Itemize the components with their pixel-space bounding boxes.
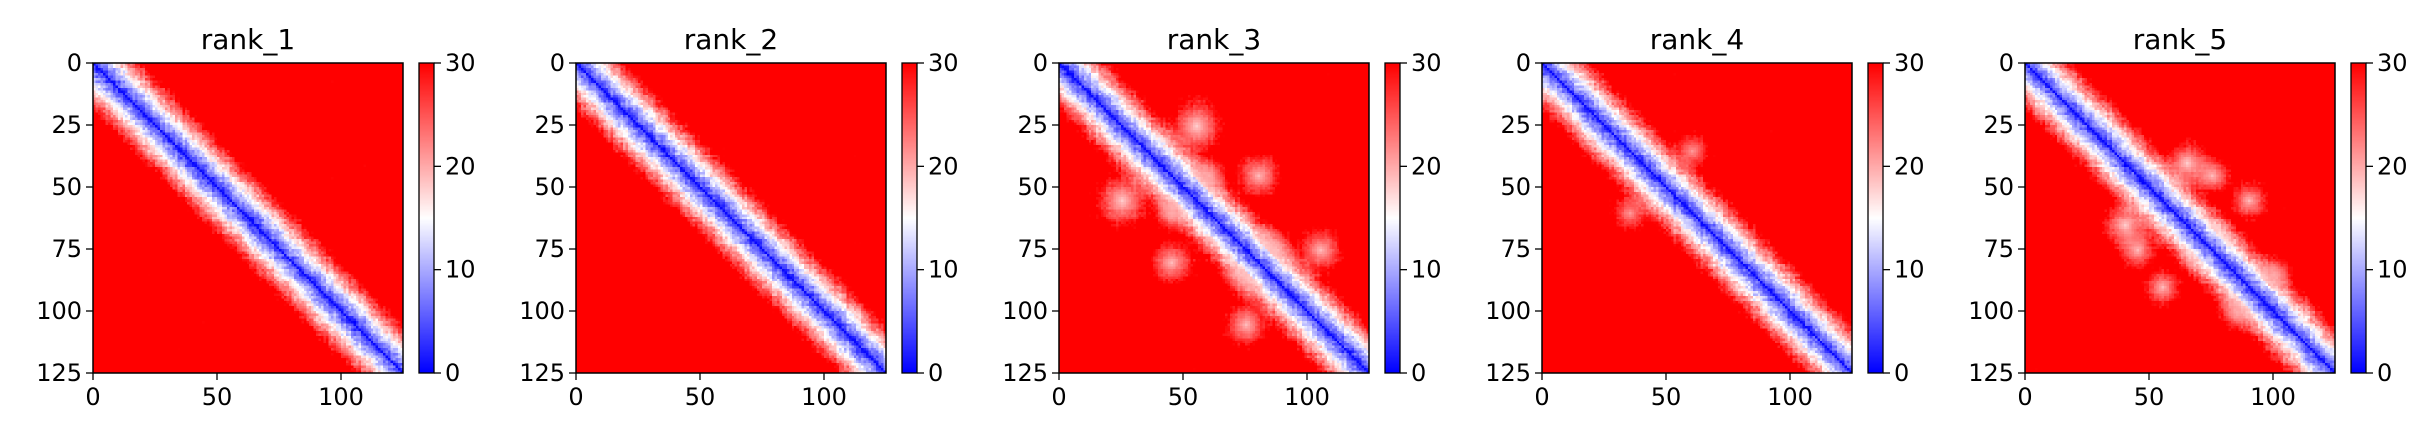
colorbar-tick-label: 30 xyxy=(445,49,476,77)
axes-frame xyxy=(575,62,887,374)
y-tick-label: 25 xyxy=(1500,111,1531,139)
x-tick-label: 0 xyxy=(568,383,583,411)
panel-title: rank_1 xyxy=(201,23,295,56)
colorbar-tick-label: 30 xyxy=(1894,49,1925,77)
colorbar-frame xyxy=(418,62,435,374)
y-tick-label: 75 xyxy=(1500,235,1531,263)
colorbar-tick-label: 10 xyxy=(1894,256,1925,284)
colorbar-gradient xyxy=(419,63,434,373)
y-tick-label: 125 xyxy=(36,359,82,387)
colorbar-tick-label: 10 xyxy=(1411,256,1442,284)
y-tick-label: 0 xyxy=(1033,49,1048,77)
x-tick-label: 0 xyxy=(1534,383,1549,411)
x-tick-label: 0 xyxy=(85,383,100,411)
heatmap-cells xyxy=(576,63,886,373)
y-tick-label: 25 xyxy=(1017,111,1048,139)
x-tick-label: 100 xyxy=(1767,383,1813,411)
heatmap-cells xyxy=(2025,63,2335,373)
colorbar-tick-label: 30 xyxy=(2377,49,2408,77)
colorbar-gradient xyxy=(1385,63,1400,373)
panel-title: rank_2 xyxy=(684,23,778,56)
x-tick-label: 100 xyxy=(318,383,364,411)
y-tick-label: 50 xyxy=(1017,173,1048,201)
heatmap-cells xyxy=(1059,63,1369,373)
colorbar-tick-label: 20 xyxy=(928,152,959,180)
colorbar-gradient xyxy=(902,63,917,373)
colorbar-tick-label: 30 xyxy=(1411,49,1442,77)
x-tick-label: 100 xyxy=(1284,383,1330,411)
x-tick-label: 100 xyxy=(801,383,847,411)
y-tick-label: 125 xyxy=(1002,359,1048,387)
heatmap-cells xyxy=(93,63,403,373)
y-tick-label: 75 xyxy=(534,235,565,263)
y-tick-label: 50 xyxy=(1983,173,2014,201)
x-tick-label: 0 xyxy=(1051,383,1066,411)
panel-title: rank_3 xyxy=(1167,23,1261,56)
y-tick-label: 25 xyxy=(1983,111,2014,139)
colorbar-tick-label: 20 xyxy=(2377,152,2408,180)
heatmap-cells xyxy=(1542,63,1852,373)
y-tick-label: 100 xyxy=(1968,297,2014,325)
y-tick-label: 25 xyxy=(534,111,565,139)
axes-frame xyxy=(2024,62,2336,374)
y-tick-label: 0 xyxy=(67,49,82,77)
panel-title: rank_5 xyxy=(2133,23,2227,56)
colorbar-tick-label: 0 xyxy=(928,359,943,387)
colorbar-tick-label: 30 xyxy=(928,49,959,77)
x-tick-label: 50 xyxy=(685,383,716,411)
colorbar-frame xyxy=(2350,62,2367,374)
colorbar-frame xyxy=(1867,62,1884,374)
y-tick-label: 0 xyxy=(1516,49,1531,77)
y-tick-label: 125 xyxy=(1485,359,1531,387)
y-tick-label: 100 xyxy=(519,297,565,325)
y-tick-label: 25 xyxy=(51,111,82,139)
colorbar-gradient xyxy=(1868,63,1883,373)
y-tick-label: 50 xyxy=(51,173,82,201)
axes-frame xyxy=(92,62,404,374)
colorbar-tick-label: 0 xyxy=(1411,359,1426,387)
colorbar-tick-label: 0 xyxy=(2377,359,2392,387)
colorbar-tick-label: 10 xyxy=(2377,256,2408,284)
x-tick-label: 50 xyxy=(2134,383,2165,411)
y-tick-label: 0 xyxy=(550,49,565,77)
colorbar-tick-label: 0 xyxy=(1894,359,1909,387)
colorbar-tick-label: 20 xyxy=(1894,152,1925,180)
axes-frame xyxy=(1058,62,1370,374)
colorbar-tick-label: 10 xyxy=(928,256,959,284)
y-tick-label: 50 xyxy=(534,173,565,201)
x-tick-label: 100 xyxy=(2250,383,2296,411)
colorbar-gradient xyxy=(2351,63,2366,373)
colorbar-frame xyxy=(901,62,918,374)
colorbar-tick-label: 10 xyxy=(445,256,476,284)
y-tick-label: 125 xyxy=(1968,359,2014,387)
x-tick-label: 50 xyxy=(1168,383,1199,411)
colorbar-frame xyxy=(1384,62,1401,374)
y-tick-label: 100 xyxy=(36,297,82,325)
y-tick-label: 75 xyxy=(1983,235,2014,263)
y-tick-label: 75 xyxy=(1017,235,1048,263)
panel-title: rank_4 xyxy=(1650,23,1744,56)
y-tick-label: 0 xyxy=(1999,49,2014,77)
y-tick-label: 100 xyxy=(1002,297,1048,325)
colorbar-tick-label: 0 xyxy=(445,359,460,387)
y-tick-label: 50 xyxy=(1500,173,1531,201)
x-tick-label: 50 xyxy=(202,383,233,411)
colorbar-tick-label: 20 xyxy=(445,152,476,180)
y-tick-label: 125 xyxy=(519,359,565,387)
axes-frame xyxy=(1541,62,1853,374)
x-tick-label: 0 xyxy=(2017,383,2032,411)
colorbar-tick-label: 20 xyxy=(1411,152,1442,180)
x-tick-label: 50 xyxy=(1651,383,1682,411)
y-tick-label: 100 xyxy=(1485,297,1531,325)
y-tick-label: 75 xyxy=(51,235,82,263)
